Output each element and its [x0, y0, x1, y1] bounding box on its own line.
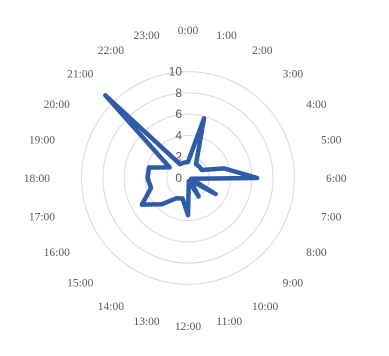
hour-label: 4:00 — [306, 99, 327, 111]
data-point-10-00 — [197, 194, 201, 198]
data-point-11-00 — [187, 179, 191, 183]
hour-label: 1:00 — [216, 30, 237, 42]
radial-tick-label: 2 — [175, 150, 182, 164]
hour-labels: 0:00 1:00 2:00 3:00 4:00 5:00 6:00 7:00 8:00 9:00… — [24, 25, 347, 333]
data-point-14-00 — [174, 196, 178, 200]
hour-label: 14:00 — [98, 301, 124, 313]
hour-label: 2:00 — [252, 45, 273, 57]
data-point-17-00 — [149, 186, 153, 190]
data-point-18-00 — [146, 176, 150, 180]
hour-label: 13:00 — [133, 316, 159, 328]
grid-ring-8 — [102, 92, 274, 264]
hour-label: 6:00 — [326, 173, 347, 185]
data-point-22-00 — [178, 162, 182, 166]
hour-label: 5:00 — [321, 135, 342, 147]
radial-tick-label: 10 — [169, 65, 183, 79]
grid-ring-10 — [81, 71, 295, 285]
hour-label: 8:00 — [306, 247, 327, 259]
data-point-2-00 — [194, 162, 198, 166]
data-point-4-00 — [200, 168, 204, 172]
radial-tick-label: 0 — [175, 171, 182, 185]
data-point-21-00 — [103, 93, 107, 97]
hour-label: 20:00 — [44, 99, 70, 111]
data-point-20-00 — [168, 165, 172, 169]
hour-label: 12:00 — [175, 321, 201, 333]
hour-label: 18:00 — [24, 173, 50, 185]
radial-tick-label: 8 — [175, 86, 182, 100]
data-point-19-00 — [147, 166, 151, 170]
radial-tick-label: 6 — [175, 107, 182, 121]
hour-label: 11:00 — [216, 316, 242, 328]
data-point-0-00 — [186, 160, 190, 164]
hour-label: 3:00 — [283, 68, 304, 80]
hour-label: 9:00 — [283, 278, 304, 290]
radial-tick-labels: 0 2 4 6 8 10 — [169, 65, 183, 185]
hour-label: 16:00 — [44, 247, 70, 259]
series-layer — [103, 93, 260, 218]
data-point-12-00 — [186, 213, 190, 217]
hour-label: 23:00 — [133, 30, 159, 42]
hour-label: 7:00 — [321, 211, 342, 223]
hour-label: 17:00 — [29, 211, 55, 223]
radial-tick-label: 4 — [175, 128, 182, 142]
hour-label: 22:00 — [98, 45, 124, 57]
hour-label: 21:00 — [67, 68, 93, 80]
hour-label: 19:00 — [29, 135, 55, 147]
data-point-1-00 — [202, 116, 206, 120]
data-point-5-00 — [222, 166, 226, 170]
data-point-3-00 — [197, 165, 201, 169]
hour-label: 0:00 — [178, 25, 199, 37]
data-point-13-00 — [180, 197, 184, 201]
data-point-6-00 — [255, 176, 259, 180]
data-point-15-00 — [160, 202, 164, 206]
data-point-8-00 — [214, 192, 218, 196]
hour-label: 10:00 — [252, 301, 278, 313]
data-point-23-00 — [182, 161, 186, 165]
hour-label: 15:00 — [67, 278, 93, 290]
data-point-16-00 — [140, 203, 144, 207]
